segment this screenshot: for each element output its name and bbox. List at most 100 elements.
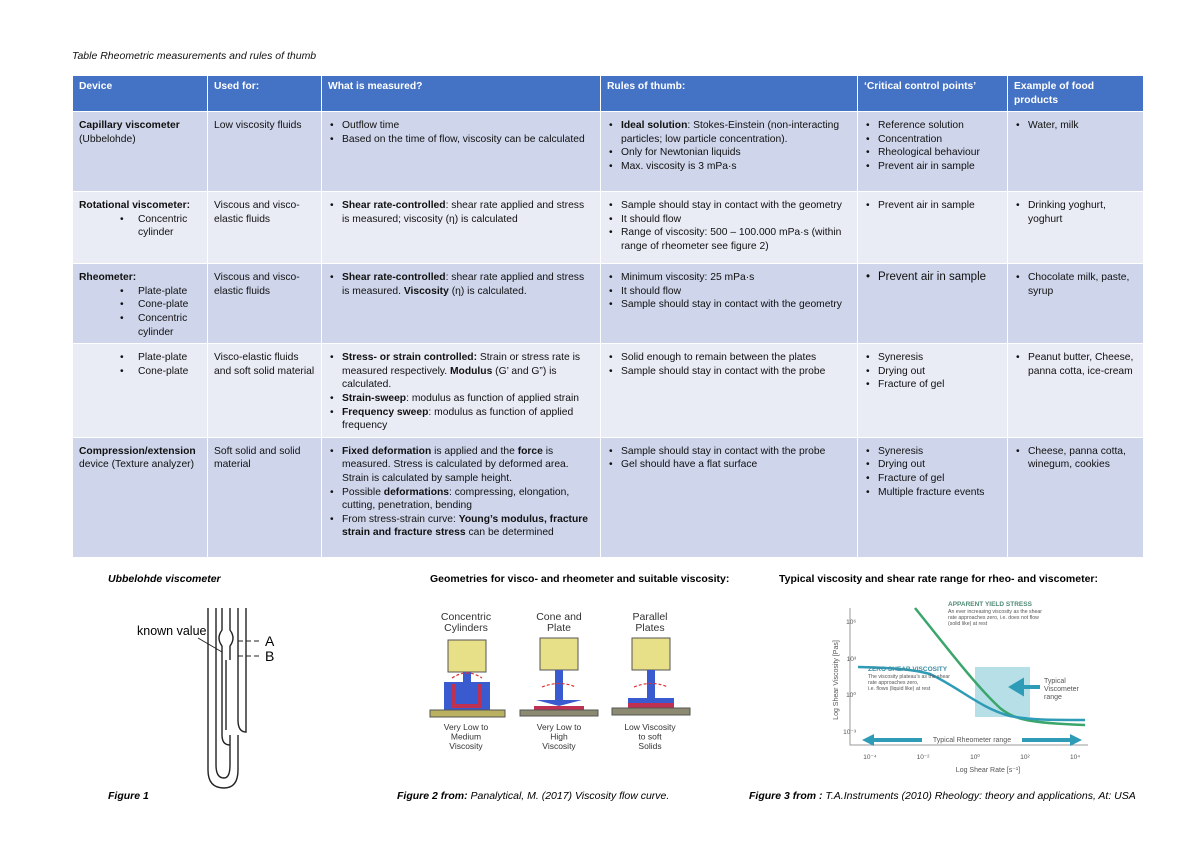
table-caption: Table Rheometric measurements and rules …: [72, 50, 317, 62]
table-cell: Sample should stay in contact with the g…: [600, 191, 858, 265]
bold-run: Frequency sweep: [342, 406, 429, 418]
caption-run: Figure 2 from:: [397, 790, 468, 802]
bullet-item: Prevent air in sample: [866, 199, 1001, 213]
bullet-list: Solid enough to remain between the plate…: [607, 351, 851, 378]
text-run: Peanut butter, Cheese, panna cotta, ice-…: [1028, 352, 1134, 377]
x-tick-label: 10²: [1020, 754, 1030, 761]
y-tick-label: 10³: [847, 656, 857, 663]
annotation-title: ZERO SHEAR VISCOSITY: [868, 666, 948, 673]
annotation-title: APPARENT YIELD STRESS: [948, 601, 1033, 608]
range-label: range: [1044, 694, 1062, 701]
bold-run: Stress- or strain controlled:: [342, 352, 478, 364]
text-run: Prevent air in sample: [878, 160, 975, 172]
text-run: Only for Newtonian liquids: [621, 147, 741, 159]
table-cell: Shear rate-controlled: shear rate applie…: [321, 263, 601, 345]
bullet-item: Cone-plate: [120, 298, 201, 312]
text-run: : compressing, elongation, cutting, pene…: [342, 486, 570, 512]
text-run: Max. viscosity is 3 mPa·s: [621, 160, 737, 172]
range-label: Typical: [1044, 678, 1066, 685]
y-tick-label: 10⁻³: [843, 729, 857, 736]
cell-line: Rotational viscometer:: [79, 199, 201, 213]
bullet-item: Fracture of gel: [866, 378, 1001, 392]
text-run: From stress-strain curve:: [342, 513, 459, 525]
bullet-item: Sample should stay in contact with the g…: [609, 298, 851, 312]
caption-run: T.A.Instruments (2010) Rheology: theory …: [823, 790, 1136, 802]
bullet-list: Concentric cylinder: [79, 213, 201, 240]
table-row: Rotational viscometer:Concentric cylinde…: [72, 191, 1144, 265]
bullet-item: Sample should stay in contact with the p…: [609, 365, 851, 379]
table-cell: Compression/extension device (Texture an…: [72, 436, 208, 558]
bullet-item: Drinking yoghurt, yoghurt: [1016, 199, 1137, 226]
text-run: Concentric cylinder: [138, 312, 188, 338]
text-run: : modulus as function of applied strain: [406, 392, 579, 404]
text-run: Fracture of gel: [878, 472, 945, 484]
bullet-item: Max. viscosity is 3 mPa·s: [609, 160, 851, 174]
text-run: Plate-plate: [138, 285, 188, 297]
bullet-item: Ideal solution: Stokes-Einstein (non-int…: [609, 119, 851, 146]
text-run: Chocolate milk, paste, syrup: [1028, 272, 1130, 297]
bold-run: Young’s modulus, fracture strain and fra…: [342, 513, 589, 539]
text-run: Multiple fracture events: [878, 486, 985, 498]
x-tick-label: 10⁰: [970, 753, 980, 761]
diagram-label: A: [265, 633, 275, 649]
bullet-item: Stress- or strain controlled: Strain or …: [330, 351, 594, 392]
text-run: It should flow: [621, 285, 682, 297]
text-run: : modulus as function of applied frequen…: [342, 406, 574, 432]
bullet-list: Stress- or strain controlled: Strain or …: [328, 351, 594, 433]
geometries-drawing: [429, 637, 691, 718]
text-run: : Stokes-Einstein (non-interacting parti…: [621, 120, 840, 145]
bullet-item: Strain-sweep: modulus as function of app…: [330, 392, 594, 406]
table-cell: Prevent air in sample: [857, 191, 1008, 265]
table-cell: Cheese, panna cotta, winegum, cookies: [1007, 436, 1144, 558]
caption-run: Panalytical, M. (2017) Viscosity flow cu…: [468, 790, 670, 802]
table-cell: Soft solid and solid material: [207, 436, 322, 558]
cell-line: Capillary viscometer: [79, 119, 201, 133]
caption-run: Figure 1: [108, 790, 149, 802]
table-cell: Solid enough to remain between the plate…: [600, 343, 858, 438]
diagram-label: B: [265, 648, 274, 664]
viscosity-chart-drawing: [849, 607, 1088, 746]
bullet-list: Water, milk: [1014, 119, 1137, 133]
axis-label: Log Shear Viscosity [Pas]: [833, 640, 840, 720]
table-cell: Visco-elastic fluids and soft solid mate…: [207, 343, 322, 438]
bullet-list: Peanut butter, Cheese, panna cotta, ice-…: [1014, 351, 1137, 378]
geometry-range: Very Low to: [444, 722, 489, 732]
table-cell: Shear rate-controlled: shear rate applie…: [321, 191, 601, 265]
bullet-item: It should flow: [609, 285, 851, 299]
bold-run: Capillary viscometer: [79, 120, 180, 132]
text-run: Concentric cylinder: [138, 213, 188, 239]
bullet-item: Solid enough to remain between the plate…: [609, 351, 851, 365]
geometry-name: Plate: [547, 622, 571, 634]
bullet-item: Concentric cylinder: [120, 213, 201, 240]
range-label: Viscometer: [1044, 686, 1080, 693]
bullet-item: Shear rate-controlled: shear rate applie…: [330, 271, 594, 298]
rheometry-table: Device Used for: What is measured? Rules of…: [72, 74, 1144, 558]
text-run: Syneresis: [878, 445, 924, 457]
bullet-item: Cheese, panna cotta, winegum, cookies: [1016, 445, 1137, 472]
text-run: Possible: [342, 486, 384, 498]
bold-run: Rheometer:: [79, 272, 137, 284]
bullet-item: Peanut butter, Cheese, panna cotta, ice-…: [1016, 351, 1137, 378]
cell-line: Rheometer:: [79, 271, 201, 285]
table-cell: Drinking yoghurt, yoghurt: [1007, 191, 1144, 265]
header-row: Device Used for: What is measured? Rules of…: [72, 74, 1144, 113]
x-tick-label: 10⁻⁴: [863, 754, 877, 761]
text-run: Reference solution: [878, 120, 964, 132]
table-cell: Ideal solution: Stokes-Einstein (non-int…: [600, 111, 858, 193]
bullet-item: Possible deformations: compressing, elon…: [330, 486, 594, 513]
text-run: Cheese, panna cotta, winegum, cookies: [1028, 445, 1126, 471]
diagram-label: known value: [137, 624, 207, 638]
text-run: It should flow: [621, 213, 682, 225]
text-run: Fracture of gel: [878, 379, 945, 391]
text-run: (G’ and G”) is calculated.: [342, 365, 557, 391]
header-cell: Rules of thumb:: [600, 74, 858, 113]
cell-line: Viscous and visco-elastic fluids: [214, 271, 315, 298]
x-tick-label: 10⁴: [1070, 754, 1080, 761]
table-row: Plate-plateCone-plate Visco-elastic fluid…: [72, 343, 1144, 438]
table-cell: Water, milk: [1007, 111, 1144, 193]
bullet-item: Multiple fracture events: [866, 486, 1001, 500]
text-run: Sample should stay in contact with the g…: [621, 299, 842, 311]
range-label: Typical Rheometer range: [933, 737, 1011, 744]
bullet-item: Concentric cylinder: [120, 312, 201, 339]
bullet-item: From stress-strain curve: Young’s modulu…: [330, 513, 594, 540]
